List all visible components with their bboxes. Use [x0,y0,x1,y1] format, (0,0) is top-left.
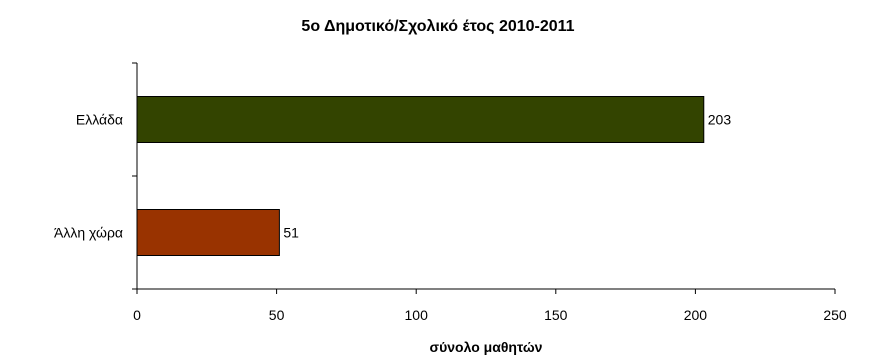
bar [136,209,280,256]
x-tick-label: 200 [684,307,708,323]
x-tick-label: 150 [544,307,568,323]
bar [136,96,705,143]
x-axis-label: σύνολο μαθητών [430,339,543,355]
x-tick-label: 0 [133,307,141,323]
y-category-label: Άλλη χώρα [54,225,123,241]
x-tick-label: 50 [269,307,285,323]
x-tick-label: 250 [823,307,847,323]
plot-area: 0 50 100 150 200 250 Ελλάδα 203 Άλλη χώρα 51 [54,62,847,323]
chart-title: 5ο Δημοτικό/Σχολικό έτος 2010-2011 [301,18,574,35]
data-label: 51 [283,225,299,241]
data-label: 203 [708,112,732,128]
x-tick-label: 100 [405,307,429,323]
y-category-label: Ελλάδα [76,112,123,128]
